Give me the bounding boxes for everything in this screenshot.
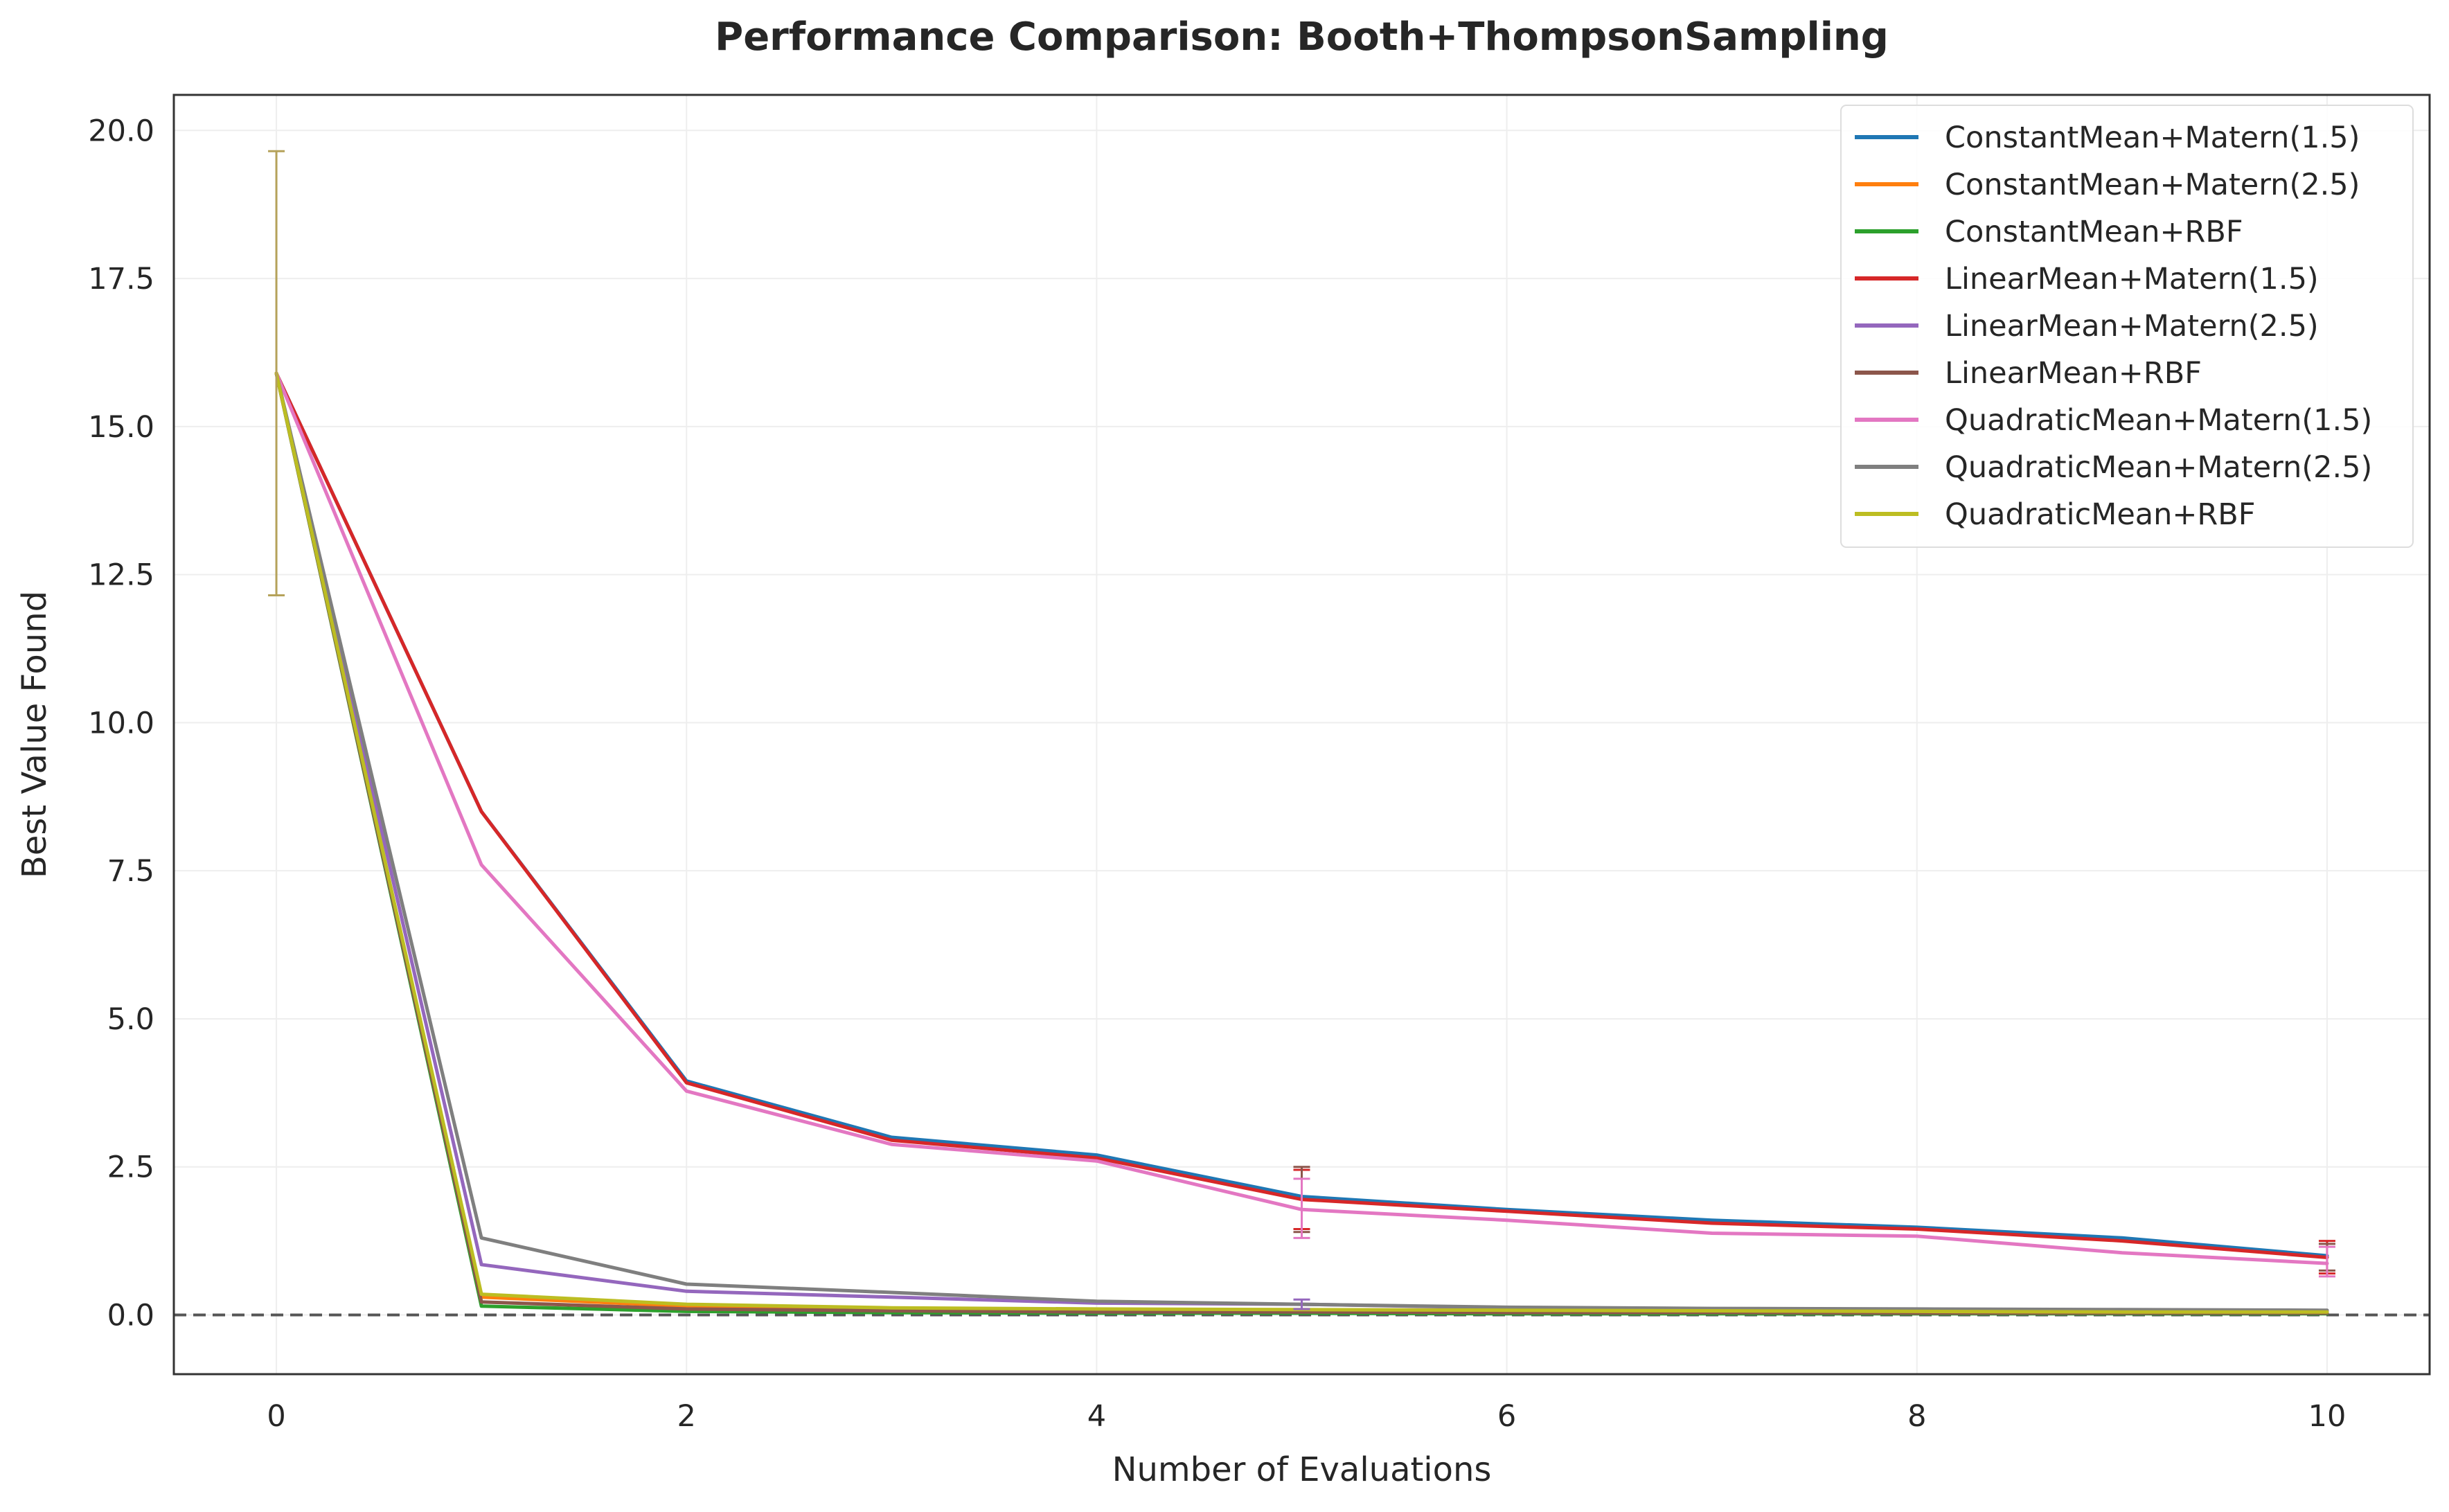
legend-box [1840,105,2414,548]
x-tick-label: 6 [1497,1399,1516,1434]
chart-title: Performance Comparison: Booth+ThompsonSa… [715,15,1889,60]
x-tick-label: 2 [677,1399,696,1434]
y-tick-label: 15.0 [88,410,154,445]
grid-lines [174,95,2430,1374]
legend-label-6: QuadraticMean+Matern(1.5) [1945,403,2372,438]
y-tick-label: 12.5 [88,558,154,593]
tick-labels: 0 2 4 6 8 10 0.0 2.5 5.0 7.5 10.0 12.5 15.0 17.5 20.0 [88,114,2346,1434]
y-axis-label: Best Value Found [15,591,54,878]
y-tick-label: 0.0 [107,1298,154,1333]
y-tick-label: 17.5 [88,262,154,296]
x-tick-label: 4 [1087,1399,1106,1434]
legend: ConstantMean+Matern(1.5) ConstantMean+Mat… [1840,105,2414,548]
y-tick-label: 7.5 [107,854,154,889]
legend-label-3: LinearMean+Matern(1.5) [1945,262,2319,296]
legend-label-8: QuadraticMean+RBF [1945,497,2256,532]
x-tick-label: 10 [2308,1399,2346,1434]
x-tick-label: 0 [267,1399,285,1434]
x-axis-label: Number of Evaluations [1112,1450,1492,1489]
legend-label-7: QuadraticMean+Matern(2.5) [1945,450,2372,485]
legend-label-2: ConstantMean+RBF [1945,215,2243,249]
y-tick-label: 5.0 [107,1002,154,1037]
x-tick-label: 8 [1907,1399,1926,1434]
y-tick-label: 20.0 [88,114,154,148]
y-tick-label: 2.5 [107,1150,154,1185]
error-bar-layer [268,150,2335,1310]
plot-frame [172,94,2431,1376]
legend-label-4: LinearMean+Matern(2.5) [1945,309,2319,344]
y-tick-label: 10.0 [88,706,154,740]
legend-label-1: ConstantMean+Matern(2.5) [1945,168,2360,202]
legend-label-0: ConstantMean+Matern(1.5) [1945,121,2360,155]
legend-label-5: LinearMean+RBF [1945,356,2202,391]
